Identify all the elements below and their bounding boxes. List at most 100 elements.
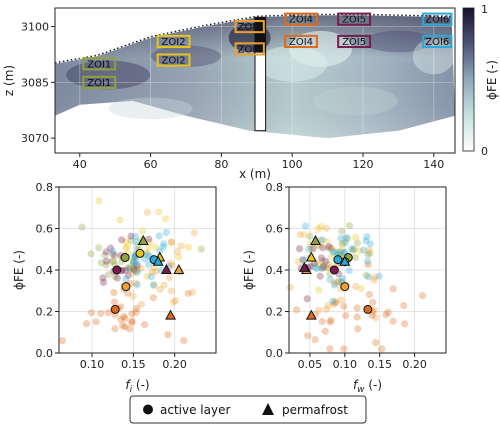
scatter-point-zoi1: [78, 223, 86, 231]
scatter-point-zoi6: [133, 281, 141, 289]
scatter-point-zoi6: [345, 266, 353, 275]
scatter-point-zoi2: [144, 243, 152, 251]
scatter-point-zoi2: [307, 245, 315, 253]
scatter-point-zoi4: [368, 311, 376, 319]
texture-blob: [363, 30, 434, 53]
scatter-point-zoi3: [166, 259, 175, 267]
x-tick-label: 140: [423, 158, 444, 171]
scatter-point-zoi1: [87, 250, 95, 258]
scatter-point-zoi3: [156, 285, 164, 294]
x-tick-label: 0.20: [402, 358, 427, 371]
scatter-point-zoi5: [303, 295, 311, 303]
scatter-point-zoi6: [160, 240, 168, 248]
top-frame: [54, 7, 456, 154]
y-axis-label: ϕFE (-): [12, 250, 26, 290]
scatter-point-zoi6: [366, 240, 374, 248]
scatter-point-zoi6: [129, 259, 138, 267]
scatter-point-zoi3: [174, 247, 182, 256]
scatter-point-zoi5: [133, 261, 141, 270]
scatter-point-zoi6: [338, 274, 347, 282]
scatter-point-zoi2: [314, 225, 322, 233]
scatter-point-zoi3: [152, 268, 160, 276]
scatter-point-zoi1: [338, 240, 346, 248]
mean-zoi1-active-layer: [120, 253, 130, 263]
scatter-point-zoi3: [365, 246, 373, 254]
x-tick-label: 80: [214, 158, 228, 171]
scatter-point-zoi1: [104, 271, 112, 279]
texture-blob: [313, 86, 398, 116]
scatter-point-zoi1: [366, 249, 374, 257]
y-axis-label: z (m): [2, 65, 16, 96]
scatter-point-zoi6: [144, 260, 153, 269]
scatter-point-zoi4: [340, 302, 348, 310]
scatter-point-zoi4: [418, 292, 427, 300]
scatter-point-zoi3: [324, 302, 332, 310]
scatter-point-zoi2: [122, 237, 130, 246]
scatter-point-zoi3: [296, 230, 304, 239]
scatter-point-zoi5: [117, 236, 126, 244]
scatter-point-zoi4: [128, 317, 136, 325]
mean-zoi6-permafrost: [152, 255, 164, 266]
legend-triangle-icon: [262, 403, 274, 415]
colorbar-gradient: [462, 7, 475, 152]
scatter-point-zoi4: [82, 320, 91, 328]
scatter-point-zoi2: [155, 208, 163, 216]
legend-label-permafrost: permafrost: [282, 403, 348, 417]
scatter-point-zoi3: [286, 283, 294, 291]
mean-zoi5-active-layer: [329, 265, 339, 275]
y-tick-label: 0.0: [36, 347, 54, 360]
scatter-point-zoi6: [130, 259, 139, 267]
scatter-point-zoi4: [164, 331, 172, 339]
scatter-point-zoi2: [300, 230, 308, 239]
scatter-point-zoi3: [171, 296, 180, 305]
legend-circle-icon: [143, 404, 153, 415]
scatter-point-zoi3: [322, 305, 330, 313]
zoi-label: ZOI3: [238, 22, 262, 33]
y-tick-label: 0.6: [36, 223, 54, 236]
scatter-point-zoi1: [349, 246, 357, 254]
scatter-point-zoi5: [107, 244, 115, 252]
scatter-point-zoi2: [328, 245, 336, 253]
y-tick-label: 0.8: [266, 181, 284, 194]
scatter-point-zoi6: [336, 248, 344, 256]
scatter-point-zoi4: [58, 337, 66, 345]
zoi-box-zoi1: [82, 57, 117, 71]
scatter-point-zoi6: [133, 268, 141, 276]
x-tick-label: 0.15: [367, 358, 392, 371]
scatter-point-zoi3: [169, 298, 178, 306]
scatter-point-zoi4: [128, 310, 136, 318]
scatter-point-zoi4: [132, 308, 140, 316]
scatter-point-zoi1: [133, 266, 142, 274]
x-tick-label: 0.20: [162, 358, 187, 371]
zoi-label: ZOI2: [162, 56, 186, 67]
scatter-point-zoi5: [316, 272, 324, 280]
scatter-point-zoi5: [124, 271, 133, 279]
scatter-point-zoi3: [371, 273, 379, 281]
scatter-point-zoi6: [329, 248, 337, 256]
mean-zoi3-active-layer: [340, 282, 350, 292]
scatter-point-zoi2: [351, 233, 360, 241]
scatter-point-zoi2: [294, 257, 302, 266]
zoi-box-zoi6: [422, 34, 453, 49]
zoi-label: ZOI6: [425, 15, 449, 26]
scatter-point-zoi4: [120, 312, 128, 321]
scatter-point-zoi2: [122, 244, 130, 252]
scatter-point-zoi6: [109, 247, 117, 255]
colorbar-label: ϕFE (-): [485, 60, 499, 100]
scatter-point-zoi1: [111, 272, 119, 281]
y-tick-label: 0.2: [266, 306, 284, 319]
scatter-point-zoi2: [143, 272, 151, 280]
scatter-point-zoi6: [149, 281, 157, 289]
scatter-point-zoi1: [364, 251, 372, 259]
scatter-point-zoi5: [299, 256, 307, 264]
scatter-point-zoi2: [311, 259, 319, 268]
zoi-label: ZOI2: [162, 37, 186, 48]
x-tick-label: 0.15: [121, 358, 146, 371]
scatter-point-zoi4: [369, 298, 377, 307]
scatter-point-zoi6: [326, 276, 334, 284]
y-tick-label: 0.6: [266, 223, 284, 236]
scatter-point-zoi6: [313, 264, 321, 273]
scatter-point-zoi5: [317, 254, 325, 262]
scatter-point-zoi3: [318, 264, 326, 272]
y-tick-label: 3085: [21, 76, 49, 89]
